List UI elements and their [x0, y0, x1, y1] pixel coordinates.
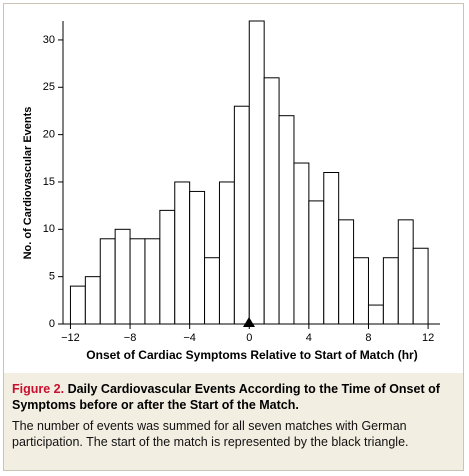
- y-axis-label: No. of Cardiovascular Events: [22, 107, 34, 260]
- y-tick-label: 25: [43, 81, 55, 93]
- bar: [338, 219, 355, 325]
- chart: No. of Cardiovascular Events Onset of Ca…: [22, 20, 440, 362]
- bar: [189, 190, 206, 325]
- figure-label: Figure 2.: [12, 382, 65, 396]
- figure-frame: [3, 3, 464, 471]
- bar: [174, 181, 191, 325]
- x-tick-label: 4: [306, 332, 312, 344]
- match-start-triangle: [243, 317, 255, 327]
- bar: [382, 257, 399, 325]
- bar: [204, 257, 220, 325]
- y-tick-label: 20: [43, 129, 55, 141]
- bar: [84, 276, 101, 325]
- bar: [263, 77, 280, 325]
- figure-title: Daily Cardiovascular Events According to…: [12, 382, 440, 412]
- bar: [114, 228, 131, 325]
- y-tick-label: 10: [43, 223, 55, 235]
- bar: [99, 238, 116, 325]
- bar: [397, 219, 414, 325]
- bar: [353, 257, 369, 325]
- y-tick-label: 30: [43, 34, 55, 46]
- x-tick-label: −8: [124, 332, 137, 344]
- bar: [129, 238, 146, 325]
- bar: [233, 105, 250, 325]
- bar: [308, 200, 325, 325]
- y-tick-label: 0: [49, 318, 55, 330]
- bar: [218, 181, 235, 325]
- bar: [278, 115, 295, 325]
- bar: [323, 172, 340, 325]
- x-tick-label: −12: [61, 332, 80, 344]
- caption: Figure 2. Daily Cardiovascular Events Ac…: [4, 373, 463, 470]
- bar: [293, 162, 310, 325]
- bar: [69, 285, 86, 325]
- bar: [412, 247, 429, 325]
- x-tick-label: −4: [183, 332, 196, 344]
- y-tick-label: 5: [49, 271, 55, 283]
- x-tick-label: 8: [365, 332, 371, 344]
- x-tick-label: 12: [422, 332, 434, 344]
- y-tick-label: 15: [43, 176, 55, 188]
- bar: [159, 209, 176, 325]
- bar: [144, 238, 161, 325]
- bar: [367, 304, 384, 325]
- x-axis-label: Onset of Cardiac Symptoms Relative to St…: [86, 348, 417, 362]
- x-tick-label: 0: [246, 332, 252, 344]
- bar: [248, 20, 265, 325]
- caption-text: The number of events was summed for all …: [12, 419, 409, 449]
- caption-heading: Figure 2. Daily Cardiovascular Events Ac…: [12, 381, 455, 413]
